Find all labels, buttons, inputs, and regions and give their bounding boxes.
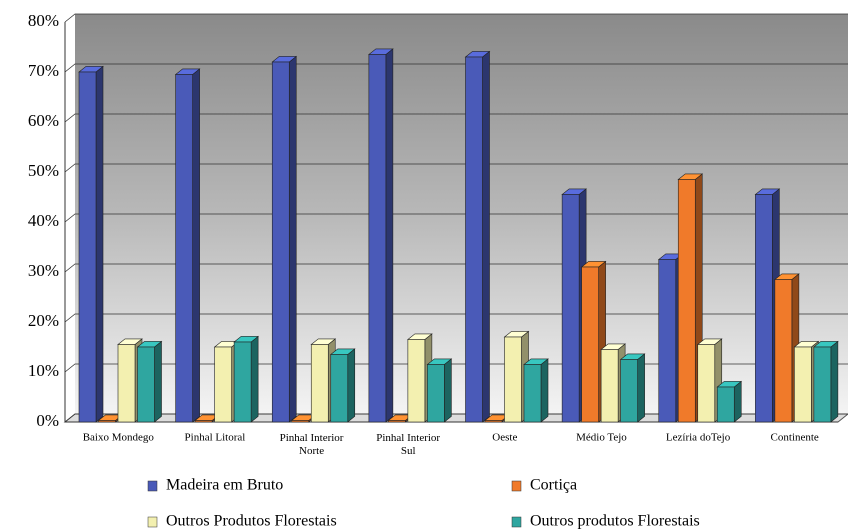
bar-side xyxy=(385,48,394,423)
bar-front xyxy=(581,266,599,423)
y-tick-label: 20% xyxy=(28,311,59,330)
bar-front xyxy=(697,344,716,423)
bar xyxy=(716,380,743,423)
bar-side xyxy=(288,55,297,423)
bar-front xyxy=(175,74,193,423)
legend-swatch xyxy=(147,480,158,492)
bar-front xyxy=(561,194,580,423)
legend-label: Outros produtos Florestais xyxy=(530,513,700,529)
bar-front xyxy=(214,346,232,423)
x-tick-label: Baixo Mondego xyxy=(83,432,155,444)
bar-side xyxy=(192,68,200,423)
bar-front xyxy=(137,346,155,423)
x-tick-line: Pinhal Interior xyxy=(376,432,440,444)
bar-front xyxy=(813,346,832,423)
bar-front xyxy=(716,386,735,423)
bar-side xyxy=(482,50,490,423)
bar-front xyxy=(484,420,503,423)
legend-label: Madeira em Bruto xyxy=(166,477,283,494)
bar-side xyxy=(540,358,549,423)
grid-line xyxy=(64,13,848,23)
bar xyxy=(174,68,201,423)
bar xyxy=(426,358,453,423)
x-tick-label: Pinhal Interior Norte xyxy=(280,432,344,457)
bar-side xyxy=(830,340,839,423)
x-tick-line: Sul xyxy=(401,445,416,457)
y-tick-label: 10% xyxy=(28,361,59,380)
bar xyxy=(233,335,259,423)
x-tick-label: Lezíria doTejo xyxy=(666,432,731,444)
bar-front xyxy=(310,344,329,423)
y-tick-label: 80% xyxy=(28,11,59,30)
bar-front xyxy=(78,71,97,423)
legend-swatch xyxy=(147,516,158,528)
bar xyxy=(329,348,356,423)
bar-side xyxy=(733,380,742,423)
bar-front xyxy=(465,56,483,423)
bar-front xyxy=(233,341,252,423)
y-tick-label: 50% xyxy=(28,161,59,180)
grid-line xyxy=(64,163,848,173)
bar-side xyxy=(347,348,356,423)
bar-front xyxy=(677,179,696,423)
bar-front xyxy=(407,339,426,423)
bar-front xyxy=(600,349,619,423)
bar xyxy=(523,358,549,423)
legend-swatch xyxy=(511,480,522,492)
legend-label: Cortiça xyxy=(530,477,577,494)
bar-front xyxy=(620,359,638,423)
bar-front xyxy=(794,346,812,423)
bar xyxy=(136,340,163,423)
x-tick-label: Oeste xyxy=(492,432,517,444)
y-tick-label: 40% xyxy=(28,211,59,230)
bar-front xyxy=(504,336,522,423)
bar-side xyxy=(154,340,162,423)
grid-line xyxy=(64,113,848,123)
legend-swatch xyxy=(511,516,522,528)
bar-front xyxy=(774,279,793,423)
x-tick-label: Continente xyxy=(771,432,819,444)
bar-front xyxy=(427,364,445,423)
bar-front xyxy=(388,420,406,423)
legend-label: Outros Produtos Florestais xyxy=(166,513,337,529)
bar-front xyxy=(658,259,677,423)
y-tick-label: 60% xyxy=(28,111,59,130)
bar-front xyxy=(194,420,213,423)
grid-line xyxy=(64,213,848,223)
bar xyxy=(271,55,298,423)
x-tick-line: Pinhal Interior xyxy=(280,432,344,444)
bar xyxy=(619,353,646,423)
bar-front xyxy=(291,420,310,423)
x-tick-label: Médio Tejo xyxy=(576,432,627,444)
bar-front xyxy=(368,54,387,423)
bar-front xyxy=(523,364,542,423)
bar xyxy=(78,65,104,423)
bar xyxy=(813,340,839,423)
x-tick-label: Pinhal Interior Sul xyxy=(376,432,440,457)
bar xyxy=(368,48,394,423)
bar xyxy=(464,50,491,423)
bar-side xyxy=(95,65,104,423)
bar-front xyxy=(330,354,349,423)
y-tick-label: 0% xyxy=(36,411,59,430)
x-tick-label: Pinhal Litoral xyxy=(185,432,246,444)
grid-line xyxy=(64,63,848,73)
bar-front xyxy=(117,344,136,423)
x-tick-line: Norte xyxy=(299,445,324,457)
bar-side xyxy=(444,358,452,423)
bar-side xyxy=(637,353,645,423)
bar-front xyxy=(98,420,116,423)
bar-front xyxy=(755,194,773,423)
bar-front xyxy=(271,61,290,423)
y-tick-label: 70% xyxy=(28,61,59,80)
bar-side xyxy=(250,335,259,423)
y-tick-label: 30% xyxy=(28,261,59,280)
